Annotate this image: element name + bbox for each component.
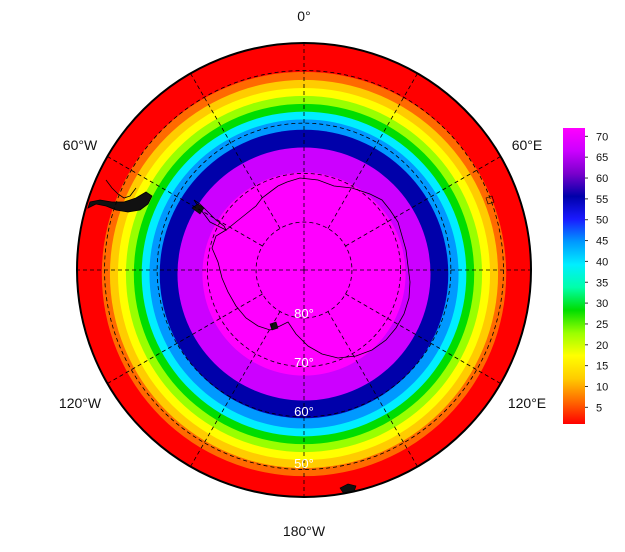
colorbar-tick-label: 25 bbox=[596, 319, 608, 331]
colorbar: 5 10 15 20 25 30 35 40 45 50 55 60 65 70 bbox=[563, 128, 608, 424]
meridian-line bbox=[190, 73, 281, 229]
south-america-west-coast bbox=[105, 179, 137, 199]
map-disc bbox=[77, 43, 531, 497]
meridian-line bbox=[327, 73, 418, 229]
meridian-line bbox=[107, 156, 263, 247]
latitude-circle bbox=[156, 122, 452, 418]
island-ross-sea bbox=[269, 321, 279, 331]
south-america-coastline bbox=[87, 191, 153, 213]
colorbar-tick-label: 40 bbox=[596, 256, 608, 268]
meridian-line bbox=[327, 311, 418, 467]
lon-label-120e: 120°E bbox=[508, 395, 546, 411]
latitude-circle bbox=[255, 221, 353, 319]
colorbar-ticks: 5 10 15 20 25 30 35 40 45 50 55 60 65 70 bbox=[585, 131, 608, 414]
island-south-georgia bbox=[191, 203, 205, 215]
colorbar-tick-label: 50 bbox=[596, 215, 608, 227]
graticule bbox=[77, 43, 531, 497]
lat-label-70: 70° bbox=[294, 355, 314, 370]
lon-label-60e: 60°E bbox=[512, 137, 543, 153]
colorbar-tick-label: 55 bbox=[596, 194, 608, 206]
colorbar-gradient bbox=[563, 128, 585, 424]
colorbar-tick-label: 15 bbox=[596, 361, 608, 373]
meridian-line bbox=[107, 293, 263, 384]
lon-label-0: 0° bbox=[297, 8, 310, 24]
lon-label-120w: 120°W bbox=[59, 395, 102, 411]
coastlines bbox=[87, 177, 495, 495]
colorbar-tick-label: 30 bbox=[596, 298, 608, 310]
colorbar-tick-label: 20 bbox=[596, 340, 608, 352]
longitude-labels: 0° 60°W 60°E 120°W 120°E 180°W bbox=[59, 8, 546, 539]
lat-label-80: 80° bbox=[294, 306, 314, 321]
colorbar-tick-label: 45 bbox=[596, 236, 608, 248]
meridian-line bbox=[190, 311, 281, 467]
meridian-line bbox=[345, 156, 501, 247]
colorbar-tick-label: 5 bbox=[596, 402, 602, 414]
colorbar-tick-label: 65 bbox=[596, 152, 608, 164]
lon-label-180w: 180°W bbox=[283, 523, 326, 539]
meridian-line bbox=[345, 293, 501, 384]
colorbar-tick-label: 10 bbox=[596, 381, 608, 393]
antarctic-peninsula-coastline bbox=[193, 199, 227, 231]
lon-label-60w: 60°W bbox=[63, 137, 98, 153]
colorbar-tick-label: 60 bbox=[596, 173, 608, 185]
latitude-circle bbox=[206, 172, 402, 368]
lat-label-50: 50° bbox=[294, 456, 314, 471]
antarctica-coastline bbox=[211, 177, 411, 359]
latitude-labels: 80° 70° 60° 50° bbox=[294, 306, 314, 471]
lat-label-60: 60° bbox=[294, 404, 314, 419]
map-border bbox=[76, 42, 532, 498]
island-kerguelen bbox=[485, 195, 495, 205]
colorbar-tick-label: 35 bbox=[596, 277, 608, 289]
colorbar-tick-label: 70 bbox=[596, 131, 608, 143]
